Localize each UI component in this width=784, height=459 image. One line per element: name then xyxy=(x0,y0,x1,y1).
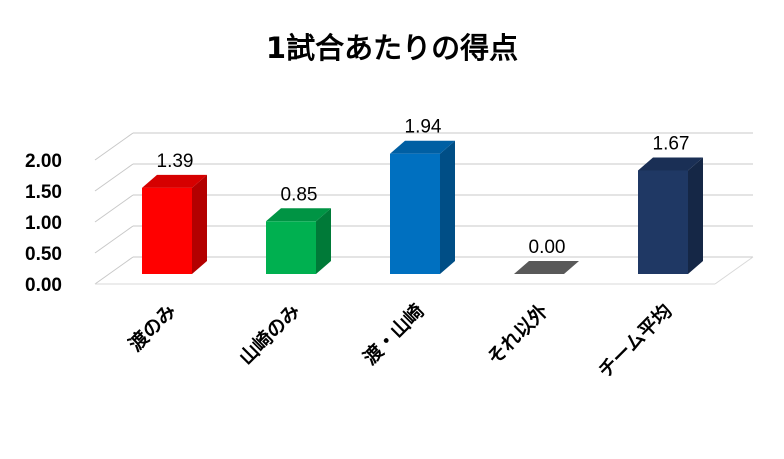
gridline-depth xyxy=(94,194,134,223)
bar-side xyxy=(192,174,207,274)
chart-title: 1試合あたりの得点 xyxy=(266,31,518,65)
gridline-depth xyxy=(94,256,134,285)
bar xyxy=(142,174,207,274)
bar-front xyxy=(390,153,440,274)
data-label: 0.00 xyxy=(529,237,566,258)
gridline-depth xyxy=(94,225,134,254)
bar-top xyxy=(514,261,579,274)
data-label: 0.85 xyxy=(281,184,318,205)
bar-top xyxy=(266,208,331,222)
y-tick-label: 1.50 xyxy=(25,182,62,203)
data-label: 1.67 xyxy=(653,133,690,154)
data-label: 1.39 xyxy=(157,151,194,172)
x-tick-label: 山崎のみ xyxy=(235,299,305,369)
bar-top xyxy=(390,140,455,154)
x-tick-label: チーム平均 xyxy=(593,299,676,382)
gridline-depth xyxy=(94,132,134,161)
bars xyxy=(142,140,703,274)
bar-side xyxy=(440,140,455,274)
x-axis-ticks: 渡のみ 山崎のみ 渡・山崎 それ以外 チーム平均 xyxy=(124,299,677,382)
bar xyxy=(266,208,331,274)
bar xyxy=(514,261,579,274)
bar xyxy=(390,140,455,274)
y-tick-label: 0.50 xyxy=(25,244,62,265)
bar-top xyxy=(638,157,703,171)
y-axis-ticks: 0.00 0.50 1.00 1.50 2.00 xyxy=(25,151,62,296)
bar-side xyxy=(688,157,703,274)
y-tick-label: 2.00 xyxy=(25,151,62,172)
bar-top xyxy=(142,174,207,188)
data-label: 1.94 xyxy=(405,117,442,138)
data-labels: 1.39 0.85 1.94 0.00 1.67 xyxy=(157,117,690,258)
x-tick-label: 渡のみ xyxy=(124,299,181,356)
x-tick-label: 渡・山崎 xyxy=(359,299,429,369)
bar xyxy=(638,157,703,274)
bar-side xyxy=(316,208,331,274)
bar-front xyxy=(142,187,192,274)
y-tick-label: 0.00 xyxy=(25,275,62,296)
bar-front xyxy=(266,221,316,274)
floor-edge-side xyxy=(714,256,754,285)
bar-front xyxy=(638,170,688,274)
x-tick-label: それ以外 xyxy=(483,299,553,369)
gridline-depth xyxy=(94,163,134,192)
y-tick-label: 1.00 xyxy=(25,213,62,234)
